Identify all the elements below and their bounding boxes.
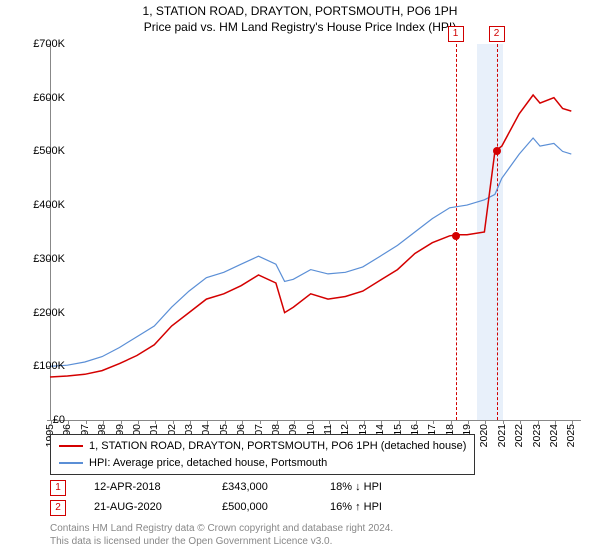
title-line-1: 1, STATION ROAD, DRAYTON, PORTSMOUTH, PO… [0,4,600,20]
event-diff: 16% ↑ HPI [330,498,410,518]
footer-line-2: This data is licensed under the Open Gov… [50,535,393,548]
series-line-hpi [50,138,571,366]
ytick-label: £200K [15,307,65,319]
legend-swatch-price [59,445,83,447]
legend-label-price: 1, STATION ROAD, DRAYTON, PORTSMOUTH, PO… [89,438,466,455]
xtick-label: 2024 [548,424,560,447]
footer-line-1: Contains HM Land Registry data © Crown c… [50,522,393,535]
ytick-label: £500K [15,145,65,157]
chart-plot-area: 12 1995199619971998199920002001200220032… [50,44,580,420]
ytick-label: £600K [15,92,65,104]
ytick-label: £300K [15,253,65,265]
ytick-label: £700K [15,38,65,50]
series-line-price [50,95,571,377]
event-row: 1 12-APR-2018 £343,000 18% ↓ HPI [50,478,410,498]
event-date: 21-AUG-2020 [94,498,194,518]
chart-title: 1, STATION ROAD, DRAYTON, PORTSMOUTH, PO… [0,0,600,35]
event-row: 2 21-AUG-2020 £500,000 16% ↑ HPI [50,498,410,518]
chart-legend: 1, STATION ROAD, DRAYTON, PORTSMOUTH, PO… [50,434,475,475]
event-price: £500,000 [222,498,302,518]
chart-lines [50,44,580,420]
event-marker-box: 2 [489,26,505,42]
legend-swatch-hpi [59,462,83,464]
event-number-box: 2 [50,500,66,516]
xtick-label: 2025 [565,424,577,447]
footer-attribution: Contains HM Land Registry data © Crown c… [50,522,393,548]
event-date: 12-APR-2018 [94,478,194,498]
xtick-label: 2020 [478,424,490,447]
legend-item-hpi: HPI: Average price, detached house, Port… [59,455,466,472]
xtick-label: 2021 [496,424,508,447]
xtick-label: 2022 [513,424,525,447]
event-number-box: 1 [50,480,66,496]
ytick-label: £100K [15,360,65,372]
legend-label-hpi: HPI: Average price, detached house, Port… [89,455,327,472]
event-diff: 18% ↓ HPI [330,478,410,498]
event-marker-box: 1 [448,26,464,42]
events-table: 1 12-APR-2018 £343,000 18% ↓ HPI 2 21-AUG-202… [50,478,410,518]
event-price: £343,000 [222,478,302,498]
title-line-2: Price paid vs. HM Land Registry's House … [0,20,600,36]
xtick-label: 2023 [531,424,543,447]
ytick-label: £0 [15,414,65,426]
ytick-label: £400K [15,199,65,211]
legend-item-price: 1, STATION ROAD, DRAYTON, PORTSMOUTH, PO… [59,438,466,455]
